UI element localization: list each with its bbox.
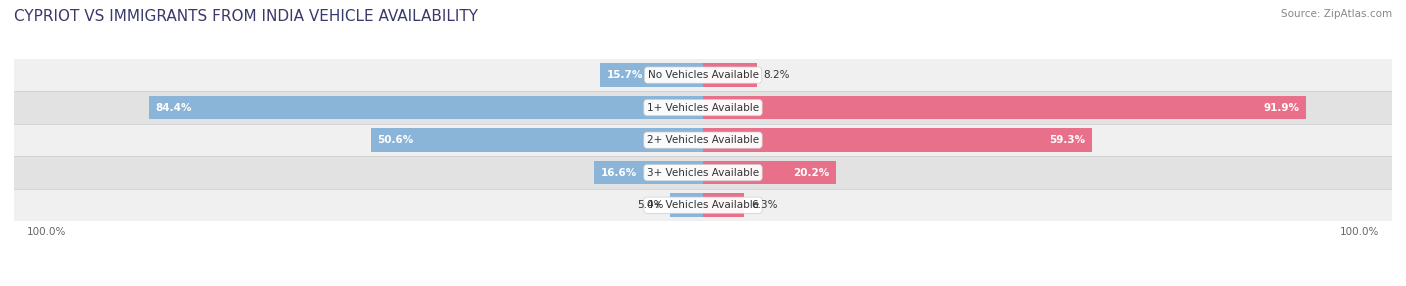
Bar [14, 59, 1392, 91]
Bar [703, 194, 744, 217]
Text: 91.9%: 91.9% [1264, 103, 1299, 113]
Bar [14, 124, 1392, 156]
Text: 3+ Vehicles Available: 3+ Vehicles Available [647, 168, 759, 178]
Bar [149, 96, 703, 119]
Text: 1+ Vehicles Available: 1+ Vehicles Available [647, 103, 759, 113]
Text: 16.6%: 16.6% [600, 168, 637, 178]
Bar [600, 63, 703, 87]
Text: 20.2%: 20.2% [793, 168, 830, 178]
Text: 50.6%: 50.6% [378, 135, 413, 145]
Bar [703, 128, 1092, 152]
Text: 15.7%: 15.7% [606, 70, 643, 80]
Text: 8.2%: 8.2% [763, 70, 790, 80]
Text: 59.3%: 59.3% [1049, 135, 1085, 145]
Bar [703, 63, 756, 87]
Bar [671, 194, 703, 217]
Text: Source: ZipAtlas.com: Source: ZipAtlas.com [1281, 9, 1392, 19]
Text: 6.3%: 6.3% [751, 200, 778, 210]
Text: No Vehicles Available: No Vehicles Available [648, 70, 758, 80]
Text: 84.4%: 84.4% [156, 103, 193, 113]
Bar [595, 161, 703, 184]
Bar [703, 96, 1306, 119]
Bar [14, 156, 1392, 189]
Text: 4+ Vehicles Available: 4+ Vehicles Available [647, 200, 759, 210]
Bar [14, 91, 1392, 124]
Text: 5.0%: 5.0% [637, 200, 664, 210]
Text: 2+ Vehicles Available: 2+ Vehicles Available [647, 135, 759, 145]
Bar [371, 128, 703, 152]
Bar [703, 161, 835, 184]
Bar [14, 189, 1392, 221]
Text: CYPRIOT VS IMMIGRANTS FROM INDIA VEHICLE AVAILABILITY: CYPRIOT VS IMMIGRANTS FROM INDIA VEHICLE… [14, 9, 478, 23]
